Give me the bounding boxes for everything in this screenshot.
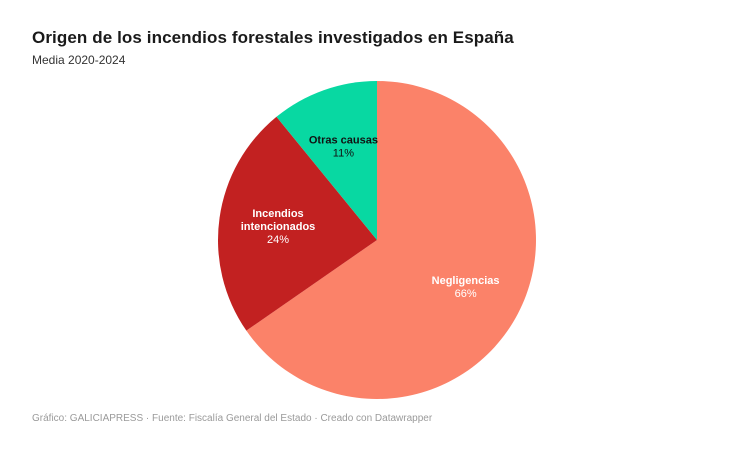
pie-slice-label-negligencias: Negligencias 66% <box>432 275 500 300</box>
pie-slice-otras-causas[interactable] <box>276 81 377 240</box>
pie-slice-label-otras-causas: Otras causas 11% <box>309 134 378 159</box>
pie-slice-label-incendios-intencionados: Incendios intencionados 24% <box>241 208 316 246</box>
chart-title: Origen de los incendios forestales inves… <box>32 28 514 47</box>
pie-slice-negligencias[interactable] <box>246 81 536 399</box>
chart-footer-credit: Gráfico: GALICIAPRESS · Fuente: Fiscalía… <box>32 413 433 424</box>
chart-subtitle: Media 2020-2024 <box>32 53 126 67</box>
pie-slice-incendios-intencionados[interactable] <box>217 116 377 331</box>
